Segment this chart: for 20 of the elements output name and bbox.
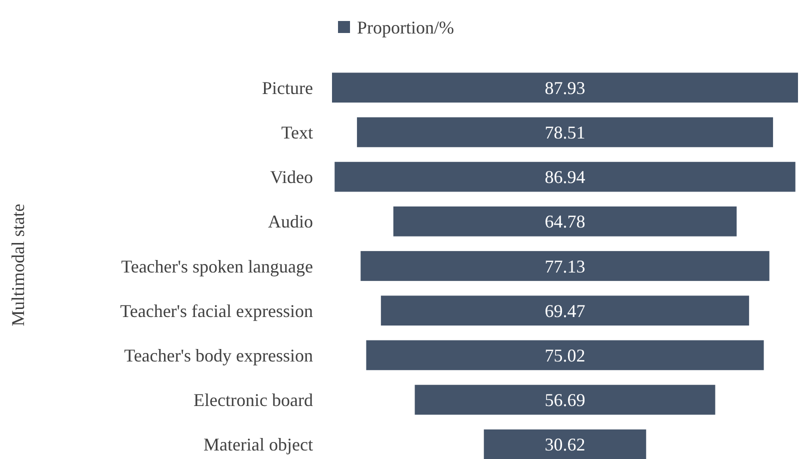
data-label: 77.13 <box>544 256 586 276</box>
data-label: 87.93 <box>544 78 586 98</box>
data-label: 56.69 <box>544 390 586 410</box>
data-label: 78.51 <box>544 122 586 143</box>
data-label: 86.94 <box>544 167 586 188</box>
data-label: 69.47 <box>544 300 586 321</box>
category-label: Video <box>270 167 313 188</box>
category-label: Electronic board <box>194 390 313 410</box>
text: Multimodal state <box>8 204 28 326</box>
data-label: 75.02 <box>544 345 586 366</box>
category-label: Teacher's facial expression <box>120 300 313 321</box>
category-label: Teacher's spoken language <box>121 256 314 276</box>
category-label: Text <box>281 122 313 143</box>
category-label: Audio <box>268 212 313 232</box>
category-label: Teacher's body expression <box>124 345 313 366</box>
legend-label: Proportion/% <box>357 17 454 38</box>
category-label: Picture <box>262 78 313 98</box>
data-label: 64.78 <box>544 212 586 232</box>
data-label: 30.62 <box>544 434 586 455</box>
category-label: Material object <box>204 434 313 455</box>
